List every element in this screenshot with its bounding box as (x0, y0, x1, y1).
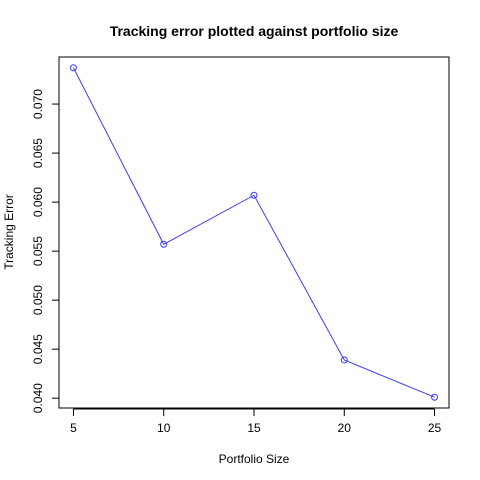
x-axis-label: Portfolio Size (219, 452, 290, 466)
y-tick-label: 0.065 (31, 138, 45, 168)
x-tick-label: 5 (70, 421, 77, 435)
y-tick-label: 0.055 (31, 236, 45, 266)
x-tick-label: 10 (157, 421, 171, 435)
data-point (431, 393, 439, 401)
series-line (72, 67, 435, 398)
y-axis: 0.040 0.045 0.050 0.055 0.060 0.065 0.070 (31, 89, 60, 413)
data-point (69, 64, 77, 72)
x-tick-label: 15 (247, 421, 261, 435)
data-point (250, 191, 258, 199)
y-tick-label: 0.045 (31, 334, 45, 364)
series-layer (69, 64, 439, 401)
y-tick-label: 0.040 (31, 383, 45, 413)
plot-frame (58, 56, 450, 409)
chart-title: Tracking error plotted against portfolio… (110, 23, 399, 39)
y-tick-label: 0.060 (31, 187, 45, 217)
x-tick-label: 25 (428, 421, 442, 435)
data-point (160, 240, 168, 248)
y-tick-label: 0.050 (31, 285, 45, 315)
y-axis-label: Tracking Error (2, 194, 16, 270)
y-tick-label: 0.070 (31, 89, 45, 119)
data-point (340, 356, 348, 364)
x-axis: 5 10 15 20 25 (70, 408, 442, 435)
x-tick-label: 20 (338, 421, 352, 435)
